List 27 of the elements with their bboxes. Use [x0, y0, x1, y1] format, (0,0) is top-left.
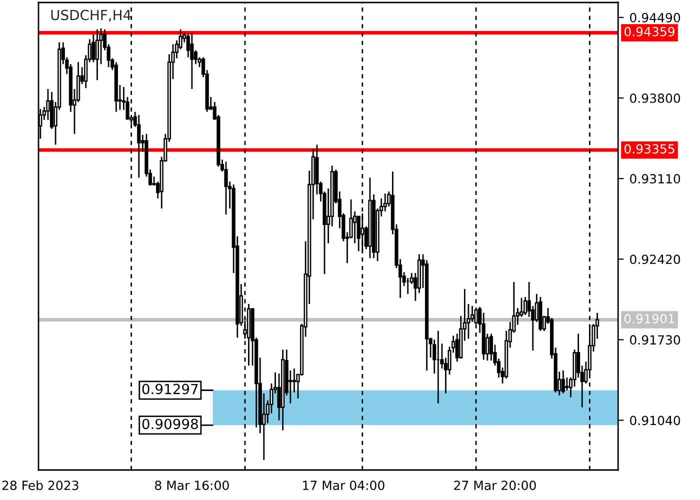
y-tick-label: 0.91730	[630, 335, 680, 345]
x-tick-label: 28 Feb 2023	[2, 480, 78, 490]
candlestick	[561, 370, 565, 394]
ref-line-label: 0.94359	[624, 26, 674, 36]
y-tick-label: 0.92420	[630, 254, 680, 264]
ref-line-label: 0.93355	[624, 144, 674, 154]
chart-title: USDCHF,H4	[51, 10, 131, 22]
ref-line-label: 0.91901	[624, 314, 674, 324]
candlestick	[92, 34, 96, 63]
candlestick	[489, 333, 493, 362]
x-tick-label: 27 Mar 20:00	[454, 480, 536, 490]
candlestick	[565, 376, 569, 392]
candlestick	[356, 216, 360, 252]
y-tick-label: 0.93800	[630, 93, 680, 103]
candlestick	[95, 28, 100, 81]
x-tick-label: 17 Mar 04:00	[303, 480, 384, 490]
y-tick-label: 0.91040	[630, 416, 680, 426]
candlestick	[292, 368, 296, 394]
candlestick	[224, 160, 228, 216]
candlestick	[190, 32, 194, 90]
candlestick	[137, 114, 141, 178]
x-tick-label: 8 Mar 16:00	[155, 480, 229, 490]
y-tick-label: 0.93110	[630, 174, 680, 184]
y-tick-label: 0.94490	[630, 12, 680, 22]
candlestick	[383, 192, 387, 212]
annotation: 0.90998	[142, 418, 198, 430]
annotation: 0.91297	[142, 384, 198, 394]
